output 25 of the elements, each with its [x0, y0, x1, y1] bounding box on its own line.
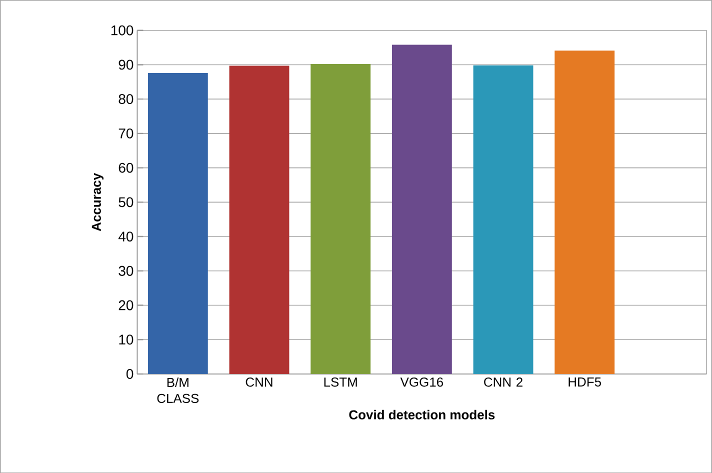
y-tick-label: 20: [118, 300, 134, 310]
x-tick-label: CNN: [246, 377, 272, 387]
bar: [148, 72, 208, 374]
x-tick-label: VGG16: [400, 377, 444, 387]
x-tick-label: CNN 2: [484, 377, 522, 387]
y-tick-label: 70: [118, 128, 134, 138]
y-tick-label: 30: [118, 266, 134, 276]
y-tick-label: 80: [118, 94, 134, 104]
x-tick-label: HDF5: [568, 377, 602, 386]
bar: [310, 64, 371, 374]
y-axis-title: Accuracy: [92, 172, 104, 231]
bar: [229, 66, 290, 374]
x-tick-label: LSTM: [324, 377, 357, 387]
bar: [392, 44, 452, 374]
y-tick-label: 0: [126, 368, 134, 379]
y-tick-label: 90: [118, 60, 134, 70]
bar: [554, 50, 615, 374]
y-tick-label: 40: [118, 231, 134, 242]
y-tick-label: 60: [118, 162, 134, 173]
y-tick-label: 10: [119, 334, 134, 344]
y-tick-label: 50: [118, 197, 134, 207]
y-tick-label: 100: [111, 25, 134, 36]
bar: [473, 65, 534, 374]
x-tick-label: B/M CLASS: [157, 377, 199, 403]
x-axis-title: Covid detection models: [349, 410, 495, 420]
